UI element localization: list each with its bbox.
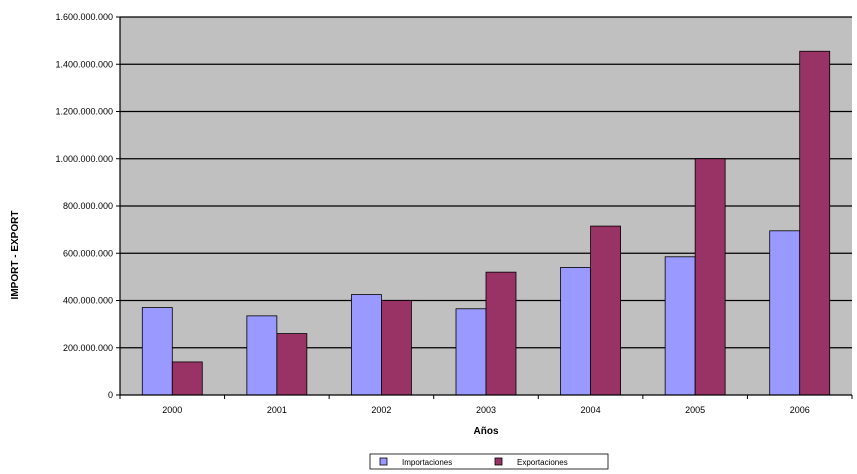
y-tick-label: 1.600.000.000 (55, 12, 113, 22)
bar-importaciones-2006 (769, 230, 801, 396)
legend-label-importaciones: Importaciones (402, 458, 452, 467)
bar-exportaciones-2003 (485, 271, 517, 396)
bar-exportaciones-2000 (171, 361, 203, 396)
y-tick-label: 200.000.000 (63, 343, 113, 353)
y-tick-label: 600.000.000 (63, 248, 113, 258)
y-tick-label: 0 (108, 390, 113, 400)
x-axis-title: Años (474, 426, 499, 437)
x-tick-label: 2001 (267, 405, 287, 415)
legend-swatch-exportaciones (494, 457, 503, 466)
bar-exportaciones-2001 (276, 333, 308, 396)
bar-exportaciones-2006 (799, 50, 831, 396)
bar-exportaciones-2004 (590, 225, 621, 396)
y-tick-label: 800.000.000 (63, 201, 113, 211)
legend: Importaciones Exportaciones (369, 453, 609, 470)
x-tick-label: 2000 (162, 405, 182, 415)
y-tick-label: 1.000.000.000 (55, 154, 113, 164)
y-tick-label: 1.400.000.000 (55, 59, 113, 69)
y-tick-label: 400.000.000 (63, 296, 113, 306)
x-tick-label: 2005 (685, 405, 705, 415)
legend-box (369, 453, 609, 470)
x-tick-label: 2006 (790, 405, 810, 415)
x-tick-label: 2002 (371, 405, 391, 415)
bar-importaciones-2003 (455, 308, 487, 396)
bar-importaciones-2000 (141, 307, 173, 396)
y-axis-title: IMPORT - EXPORT (10, 211, 21, 300)
bar-importaciones-2004 (560, 267, 591, 396)
x-tick-label: 2003 (476, 405, 496, 415)
legend-swatch-importaciones (379, 457, 388, 466)
bar-importaciones-2001 (246, 315, 278, 396)
bar-importaciones-2002 (351, 294, 382, 396)
bar-importaciones-2005 (664, 256, 696, 396)
bar-exportaciones-2005 (694, 158, 726, 396)
legend-label-exportaciones: Exportaciones (517, 458, 568, 467)
x-tick-label: 2004 (581, 405, 601, 415)
y-tick-label: 1.200.000.000 (55, 107, 113, 117)
bar-exportaciones-2002 (381, 300, 412, 396)
